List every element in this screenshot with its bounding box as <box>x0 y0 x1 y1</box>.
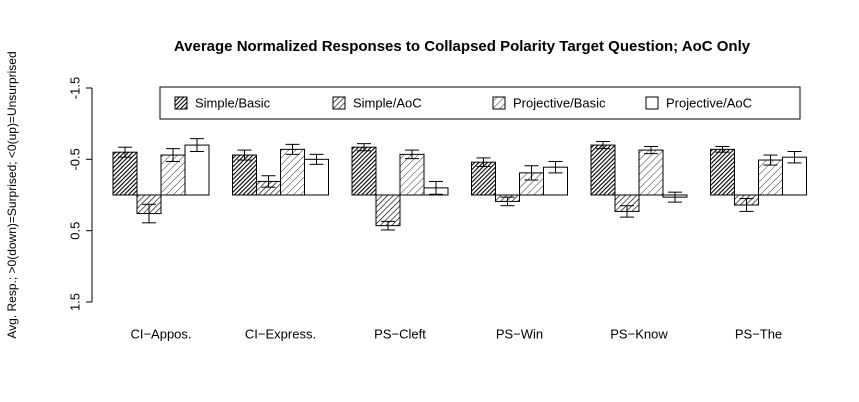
x-tick-label: PS−Know <box>610 326 668 341</box>
legend-label: Simple/Basic <box>195 95 271 110</box>
bar <box>304 158 329 196</box>
error-bar <box>620 205 634 218</box>
bar <box>232 154 257 196</box>
bar <box>184 144 210 196</box>
error-bar <box>596 141 610 150</box>
chart-title: Average Normalized Responses to Collapse… <box>174 38 751 55</box>
y-tick-label: -0.5 <box>67 148 82 170</box>
error-bar <box>357 143 371 152</box>
bar <box>638 149 664 196</box>
bar <box>782 156 807 196</box>
error-bar <box>405 149 419 160</box>
x-tick-label: PS−Cleft <box>374 326 426 341</box>
error-bar <box>190 138 204 152</box>
bar <box>710 148 735 196</box>
error-bar <box>285 143 300 155</box>
legend-label: Projective/Basic <box>513 95 606 110</box>
legend-swatch <box>332 96 346 110</box>
x-tick-label: CI−Appos. <box>130 326 191 341</box>
error-bar <box>381 220 395 231</box>
legend-swatch <box>174 96 188 110</box>
bar <box>590 144 616 196</box>
y-tick-label: 1.5 <box>67 293 82 311</box>
bar <box>112 151 138 196</box>
error-bar <box>739 198 754 212</box>
legend-label: Simple/AoC <box>353 95 422 110</box>
y-tick-label: 0.5 <box>67 222 82 240</box>
error-bar <box>166 148 180 162</box>
error-bar <box>476 157 491 167</box>
legend-swatch <box>492 96 506 110</box>
bar <box>280 148 305 196</box>
x-tick-label: CI−Express. <box>245 326 316 341</box>
error-bar <box>142 203 156 224</box>
bar <box>375 194 401 227</box>
error-bar <box>500 196 515 207</box>
error-bar <box>763 154 778 166</box>
legend-box <box>159 86 801 120</box>
error-bar <box>668 191 682 203</box>
error-bar <box>309 153 324 165</box>
y-tick-label: -1.5 <box>67 77 82 99</box>
legend-label: Projective/AoC <box>666 95 752 110</box>
error-bar <box>644 145 658 155</box>
error-bar <box>261 175 276 188</box>
error-bar <box>524 165 539 181</box>
bar <box>351 146 377 196</box>
x-tick-label: PS−The <box>735 326 782 341</box>
bar <box>399 153 425 196</box>
bar <box>471 161 496 196</box>
y-axis-label: Avg. Resp.; >0(down)=Surprised; <0(up)=U… <box>5 51 19 338</box>
error-bar <box>548 160 563 174</box>
error-bar <box>118 146 132 158</box>
legend-swatch <box>645 96 659 110</box>
error-bar <box>715 145 730 153</box>
error-bar <box>787 150 802 164</box>
error-bar <box>237 149 252 161</box>
x-tick-label: PS−Win <box>496 326 543 341</box>
error-bar <box>429 180 443 195</box>
